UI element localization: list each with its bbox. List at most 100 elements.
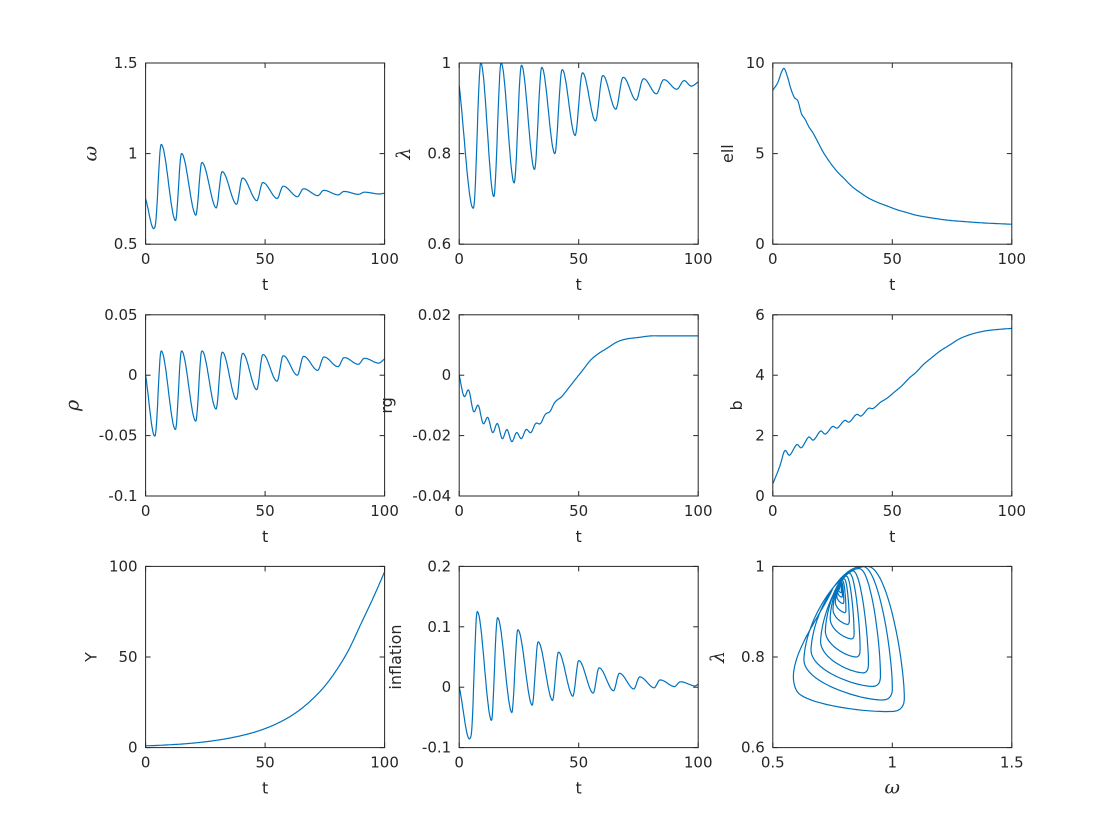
lambda-line bbox=[459, 63, 699, 209]
inflation-xlabel: t bbox=[576, 779, 582, 798]
omega-xtick-label: 0 bbox=[141, 250, 151, 268]
lambda-xtick-label: 0 bbox=[454, 250, 464, 268]
inflation-ytick-label: 0.1 bbox=[427, 618, 451, 636]
ell-xlabel: t bbox=[889, 275, 895, 294]
rho-xtick-label: 0 bbox=[141, 502, 151, 520]
ell-xtick-label: 100 bbox=[997, 250, 1026, 268]
subplot-b: 0 50 100 0 2 4 6 t b bbox=[727, 306, 1026, 546]
ell-ytick-label: 0 bbox=[755, 235, 765, 253]
rg-xtick-label: 0 bbox=[454, 502, 464, 520]
ell-ytick-label: 5 bbox=[755, 145, 765, 163]
b-ytick-label: 4 bbox=[755, 366, 765, 384]
phase-ytick-label: 1 bbox=[755, 557, 765, 575]
rho-axes-box bbox=[145, 314, 386, 497]
rg-axes-box bbox=[458, 314, 699, 497]
Y-ytick-label: 100 bbox=[109, 557, 138, 575]
b-xtick-label: 0 bbox=[768, 502, 778, 520]
rho-ytick-label: 0 bbox=[128, 366, 138, 384]
omega-xtick-label: 50 bbox=[256, 250, 275, 268]
subplot-ell: 0 50 100 0 5 10 t ell bbox=[718, 54, 1026, 294]
subplot-rg: 0 50 100 -0.04 -0.02 0 0.02 t rg bbox=[377, 306, 712, 546]
rg-line bbox=[459, 335, 699, 443]
b-ytick-label: 0 bbox=[755, 487, 765, 505]
ell-ylabel: ell bbox=[718, 144, 737, 163]
b-xtick-label: 100 bbox=[997, 502, 1026, 520]
ell-ytick-label: 10 bbox=[746, 54, 765, 72]
rg-xlabel: t bbox=[576, 527, 582, 546]
inflation-ylabel: inflation bbox=[386, 624, 405, 689]
lambda-ytick-label: 0.8 bbox=[427, 145, 451, 163]
rho-ylabel: ρ bbox=[62, 399, 84, 412]
omega-ytick-label: 0.5 bbox=[114, 235, 138, 253]
omega-ylabel: ω bbox=[80, 146, 102, 162]
inflation-xtick-label: 0 bbox=[454, 754, 464, 772]
ell-xtick-label: 50 bbox=[883, 250, 902, 268]
subplot-omega: 0 50 100 0.5 1 1.5 t ω bbox=[80, 54, 399, 294]
phase-xlabel: ω bbox=[885, 777, 901, 799]
ell-line bbox=[772, 67, 1012, 225]
rg-ytick-label: -0.02 bbox=[412, 427, 451, 445]
b-line bbox=[772, 327, 1012, 485]
rg-xtick-label: 50 bbox=[569, 502, 588, 520]
lambda-axes-box bbox=[458, 62, 699, 245]
lambda-xtick-label: 100 bbox=[684, 250, 713, 268]
inflation-ytick-label: 0 bbox=[442, 678, 452, 696]
rho-ytick-label: -0.05 bbox=[99, 427, 138, 445]
subplot-lambda: 0 50 100 0.6 0.8 1 t λ bbox=[393, 54, 712, 294]
omega-ytick-label: 1.5 bbox=[114, 54, 138, 72]
phase-ylabel: λ bbox=[707, 651, 729, 664]
inflation-ytick-label: 0.2 bbox=[427, 557, 451, 575]
phase-ytick-label: 0.6 bbox=[741, 739, 765, 757]
phase-ytick-label: 0.8 bbox=[741, 648, 765, 666]
Y-axes-box bbox=[145, 565, 386, 749]
inflation-xtick-label: 50 bbox=[569, 754, 588, 772]
lambda-xlabel: t bbox=[576, 275, 582, 294]
b-ytick-label: 2 bbox=[755, 427, 765, 445]
rg-ytick-label: -0.04 bbox=[412, 487, 451, 505]
inflation-ytick-label: -0.1 bbox=[422, 739, 451, 757]
rg-xtick-label: 100 bbox=[684, 502, 713, 520]
rho-xlabel: t bbox=[262, 527, 268, 546]
rho-xtick-label: 100 bbox=[370, 502, 399, 520]
subplot-phase: 0.5 1 1.5 0.6 0.8 1 ω λ bbox=[707, 557, 1024, 798]
b-xtick-label: 50 bbox=[883, 502, 902, 520]
phase-axes-box bbox=[772, 565, 1013, 749]
lambda-ytick-label: 1 bbox=[442, 54, 452, 72]
omega-ytick-label: 1 bbox=[128, 145, 138, 163]
Y-ylabel: Y bbox=[82, 652, 101, 663]
rg-ytick-label: 0.02 bbox=[418, 306, 451, 324]
rg-ylabel: rg bbox=[377, 397, 396, 413]
omega-line bbox=[145, 143, 385, 230]
rg-ytick-label: 0 bbox=[442, 366, 452, 384]
b-axes-box bbox=[772, 314, 1013, 497]
subplot-Y: 0 50 100 0 50 100 t Y bbox=[82, 557, 399, 797]
inflation-line bbox=[459, 611, 699, 740]
Y-xtick-label: 50 bbox=[256, 754, 275, 772]
phase-xtick-label: 1 bbox=[888, 754, 898, 772]
lambda-ylabel: λ bbox=[393, 148, 415, 161]
rho-ytick-label: -0.1 bbox=[108, 487, 137, 505]
phase-xtick-label: 0.5 bbox=[761, 754, 785, 772]
Y-line bbox=[145, 571, 385, 747]
subplot-rho: 0 50 100 -0.1 -0.05 0 0.05 t ρ bbox=[62, 306, 399, 546]
phase-xtick-label: 1.5 bbox=[1000, 754, 1024, 772]
Y-xtick-label: 100 bbox=[370, 754, 399, 772]
b-ylabel: b bbox=[727, 400, 746, 410]
rho-xtick-label: 50 bbox=[256, 502, 275, 520]
Y-ytick-label: 0 bbox=[128, 739, 138, 757]
omega-xlabel: t bbox=[262, 275, 268, 294]
ell-xtick-label: 0 bbox=[768, 250, 778, 268]
Y-xlabel: t bbox=[262, 779, 268, 798]
rho-line bbox=[145, 350, 385, 437]
lambda-ytick-label: 0.6 bbox=[427, 235, 451, 253]
ell-axes-box bbox=[772, 62, 1013, 245]
inflation-xtick-label: 100 bbox=[684, 754, 713, 772]
omega-xtick-label: 100 bbox=[370, 250, 399, 268]
phase-line bbox=[792, 566, 905, 713]
rho-ytick-label: 0.05 bbox=[104, 306, 137, 324]
Y-ytick-label: 50 bbox=[119, 648, 138, 666]
Y-xtick-label: 0 bbox=[141, 754, 151, 772]
